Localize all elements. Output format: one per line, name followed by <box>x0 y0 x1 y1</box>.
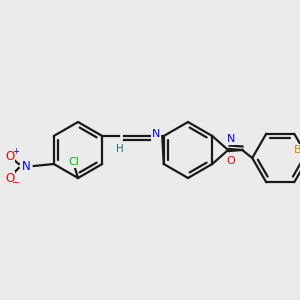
Text: Br: Br <box>294 145 300 155</box>
Text: Cl: Cl <box>69 157 80 167</box>
Text: H: H <box>116 144 124 154</box>
Text: −: − <box>12 178 20 188</box>
Text: O: O <box>5 172 14 184</box>
Text: O: O <box>227 156 236 166</box>
Text: N: N <box>227 134 236 144</box>
Text: O: O <box>5 149 14 163</box>
Text: N: N <box>152 129 160 139</box>
Text: N: N <box>21 160 30 172</box>
Text: +: + <box>12 146 19 155</box>
